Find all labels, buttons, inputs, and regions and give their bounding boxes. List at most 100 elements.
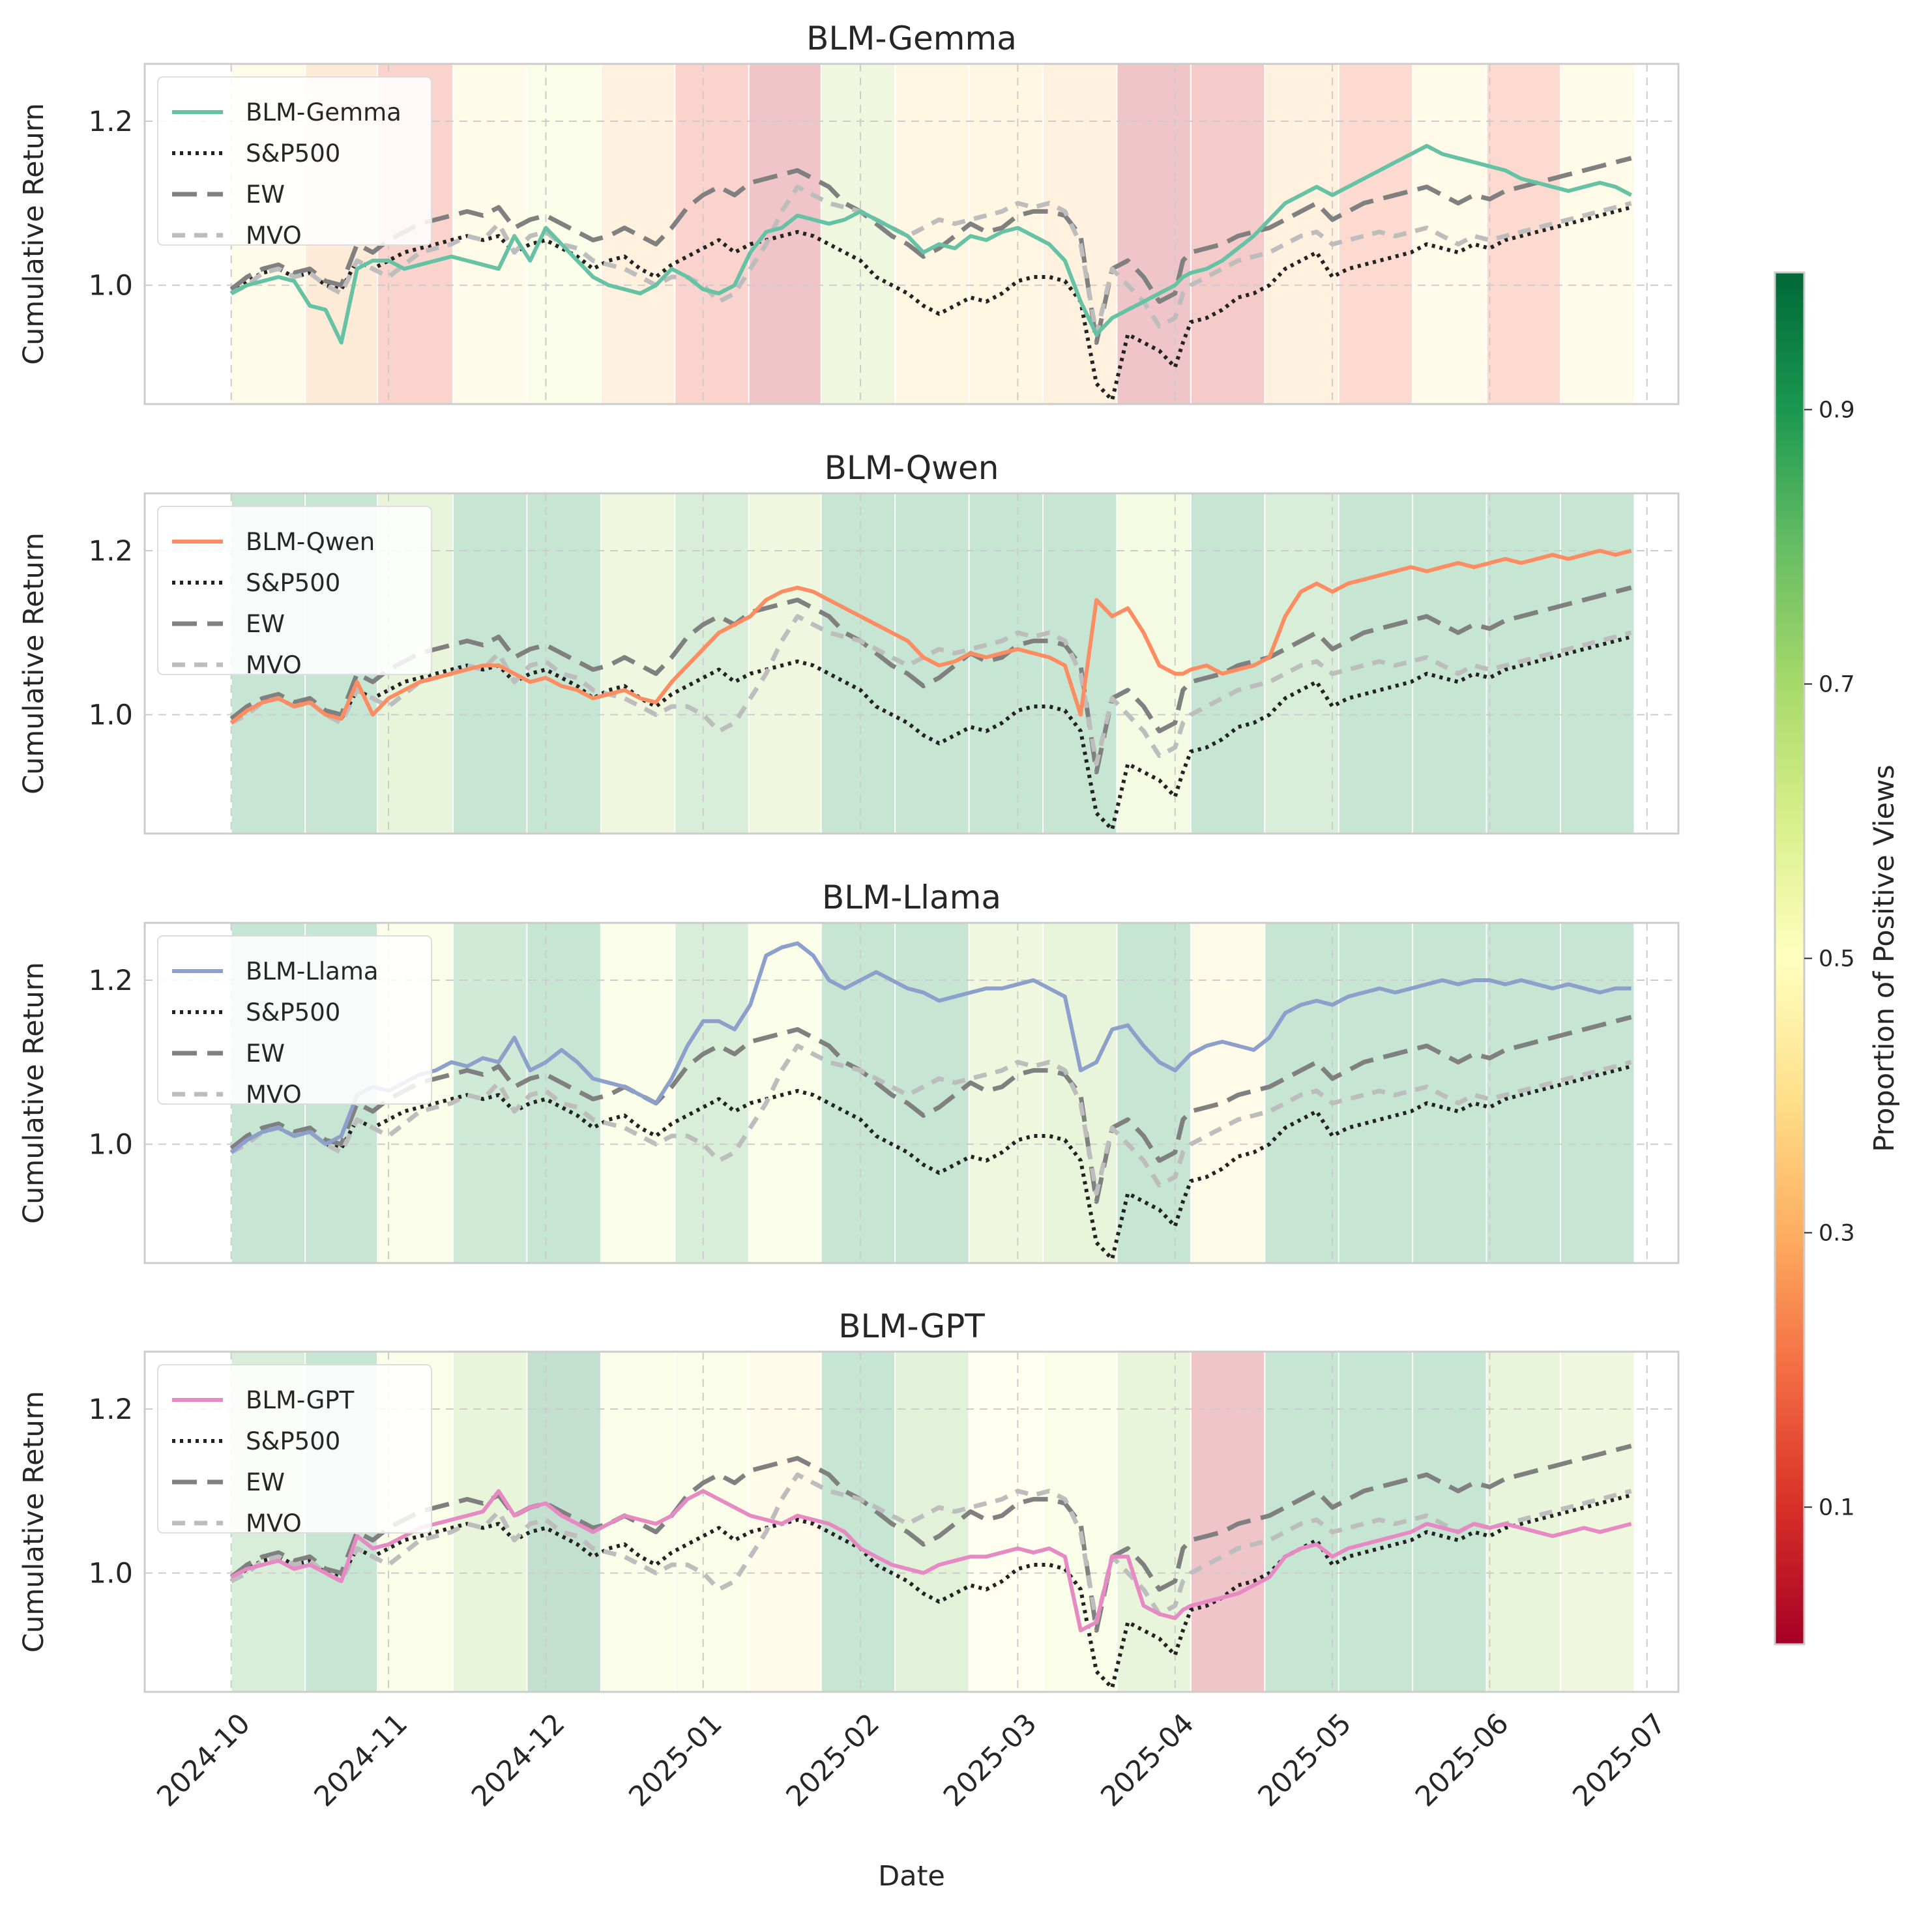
view-band [1191, 923, 1265, 1263]
panel-blm-qwen: 1.0 1.2 BLM-Qwen Cumulative Return BLM-Qwen S… [18, 449, 1680, 835]
x-tick-label: 2025-01 [622, 1708, 728, 1813]
legend-label: EW [246, 181, 285, 209]
series-sp500 [229, 1493, 1632, 1690]
colorbar-tick-label: 0.1 [1819, 1495, 1855, 1521]
view-band [1487, 493, 1560, 834]
view-band [1044, 1352, 1117, 1692]
view-band [527, 923, 600, 1263]
view-band [601, 64, 675, 404]
view-band [1413, 64, 1486, 404]
view-bands [231, 64, 1634, 404]
view-band [821, 64, 895, 404]
x-tick-label: 2025-02 [780, 1708, 886, 1813]
y-axis-label: Cumulative Return [18, 532, 50, 794]
series-mvo [230, 184, 1632, 337]
axes-frame [143, 922, 1680, 1264]
view-band [675, 493, 748, 834]
view-band [821, 1352, 895, 1692]
view-band [1191, 64, 1265, 404]
legend-label: BLM-Llama [246, 957, 379, 985]
view-band [1413, 493, 1486, 834]
y-tick-label: 1.0 [89, 1558, 133, 1590]
view-band [1191, 1352, 1265, 1692]
colorbar-tick-label: 0.7 [1819, 672, 1855, 698]
series-lines [229, 1444, 1632, 1690]
panel-title: BLM-Gemma [806, 20, 1017, 57]
legend: BLM-Gemma S&P500 EW MVO [157, 76, 432, 250]
view-band [1487, 923, 1560, 1263]
view-band [969, 493, 1043, 834]
legend-label: S&P500 [246, 569, 340, 597]
panels: 1.0 1.2 BLM-Gemma Cumulative Return BLM-Gemm… [18, 20, 1680, 1693]
view-band [1487, 64, 1560, 404]
x-tick-label: 2024-11 [308, 1708, 414, 1813]
view-band [527, 493, 600, 834]
view-band [896, 1352, 969, 1692]
legend-label: S&P500 [246, 1427, 340, 1455]
colorbar-tick-label: 0.9 [1819, 398, 1855, 424]
view-band [1191, 493, 1265, 834]
x-tick-label: 2025-06 [1409, 1708, 1515, 1813]
y-tick-label: 1.2 [89, 965, 133, 997]
grid [145, 1352, 1678, 1692]
series-blm-qwen [229, 549, 1632, 725]
series-ew [229, 585, 1632, 775]
colorbar-tick-label: 0.5 [1819, 946, 1855, 972]
view-band [821, 493, 895, 834]
view-band [675, 64, 748, 404]
series-mvo [230, 614, 1632, 766]
legend-label: EW [246, 1468, 285, 1496]
view-band [675, 923, 748, 1263]
legend-label: MVO [246, 651, 302, 679]
series-ew [229, 156, 1632, 345]
series-sp500 [229, 635, 1632, 832]
view-band [1044, 923, 1117, 1263]
panel-title: BLM-Qwen [825, 449, 999, 487]
view-band [1117, 1352, 1190, 1692]
view-band [896, 923, 969, 1263]
legend-box [157, 76, 432, 246]
view-band [601, 493, 675, 834]
colorbar-label: Proportion of Positive Views [1868, 764, 1901, 1152]
y-tick-label: 1.2 [89, 106, 133, 138]
series-ew [229, 1015, 1632, 1204]
view-band [1561, 1352, 1634, 1692]
legend: BLM-Llama S&P500 EW MVO [157, 935, 432, 1109]
panel-title: BLM-GPT [838, 1307, 985, 1345]
series-blm-gemma [230, 143, 1632, 345]
series-ew [229, 1444, 1632, 1633]
view-band [969, 923, 1043, 1263]
x-tick-label: 2024-10 [151, 1708, 256, 1813]
x-tick-label: 2025-05 [1252, 1708, 1358, 1813]
y-tick-label: 1.0 [89, 699, 133, 732]
series-blm-gpt [230, 1489, 1632, 1633]
colorbar: 0.1 0.3 0.5 0.7 0.9 Proportion of Positive V… [1774, 271, 1901, 1646]
panel-blm-gpt: 1.0 1.2 BLM-GPT Cumulative Return BLM-GPT S&P… [18, 1307, 1680, 1693]
y-tick-label: 1.0 [89, 1129, 133, 1161]
view-band [1117, 493, 1190, 834]
series-sp500 [229, 1064, 1632, 1261]
view-band [1561, 493, 1634, 834]
view-band [749, 493, 821, 834]
series-mvo [230, 1043, 1632, 1196]
x-tick-label: 2024-12 [465, 1708, 571, 1813]
view-band [527, 1352, 600, 1692]
x-axis-label: Date [878, 1860, 945, 1893]
y-tick-label: 1.0 [89, 270, 133, 302]
view-band [675, 1352, 748, 1692]
legend-label: S&P500 [246, 998, 340, 1026]
legend-box [157, 1364, 432, 1534]
view-band [527, 64, 600, 404]
legend-label: MVO [246, 1081, 302, 1109]
series-lines [229, 941, 1632, 1261]
legend: BLM-Qwen S&P500 EW MVO [157, 506, 432, 679]
view-band [1044, 493, 1117, 834]
colorbar-tick-label: 0.3 [1819, 1221, 1855, 1247]
view-bands [231, 493, 1634, 834]
legend-label: MVO [246, 1509, 302, 1537]
view-band [1117, 923, 1190, 1263]
x-tick-label: 2025-03 [937, 1708, 1043, 1813]
panel-blm-gemma: 1.0 1.2 BLM-Gemma Cumulative Return BLM-Gemm… [18, 20, 1680, 405]
view-band [1044, 64, 1117, 404]
